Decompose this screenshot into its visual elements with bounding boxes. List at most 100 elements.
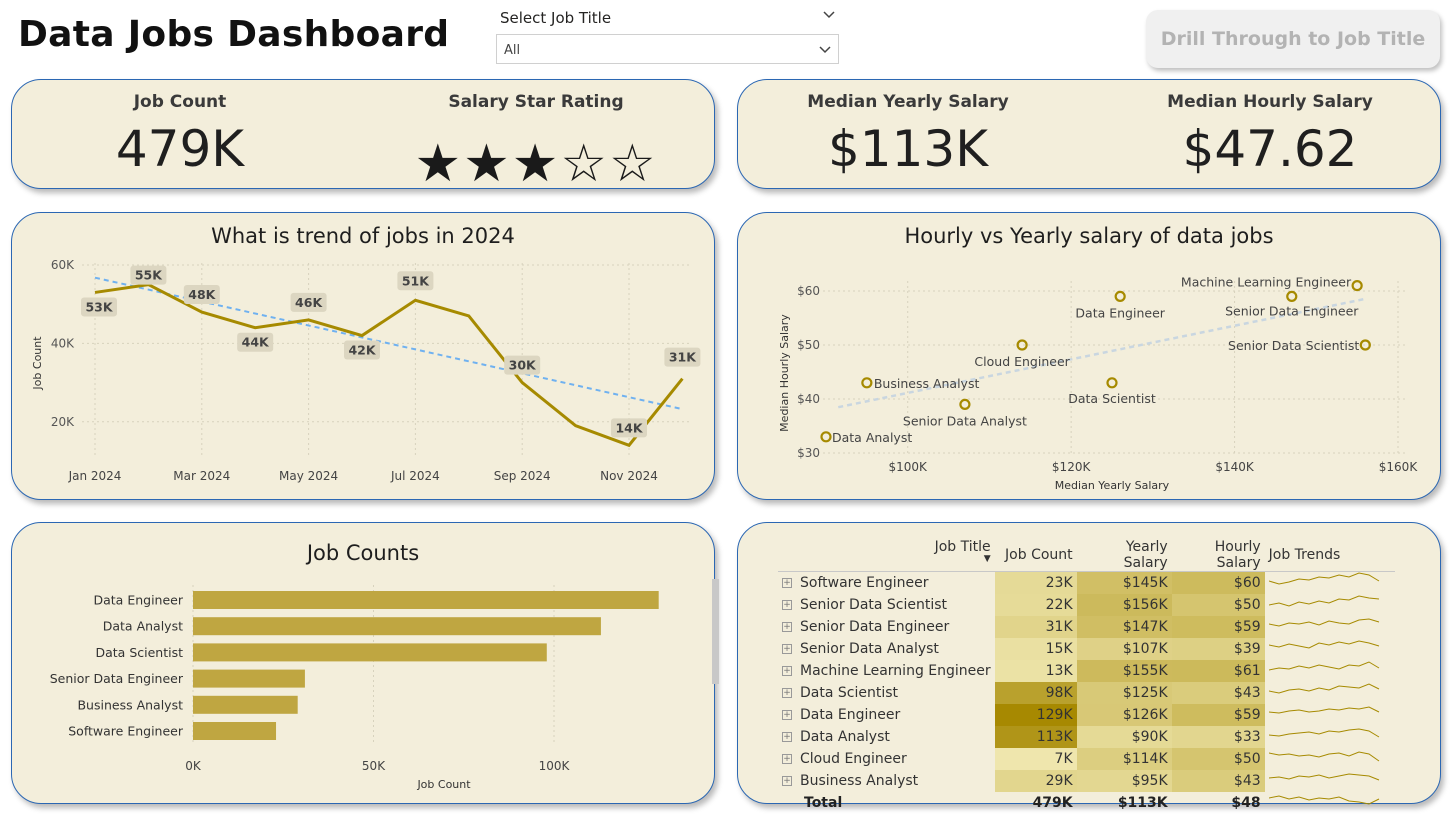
table-row[interactable]: + Business Analyst 29K $95K $43 [778,770,1395,792]
data-label: 31K [669,350,697,365]
median-yearly-salary-label: Median Yearly Salary [807,92,1009,112]
job-title-cell[interactable]: + Software Engineer [778,572,995,595]
star-filled-icon: ★ [414,134,464,194]
expand-icon[interactable]: + [782,776,792,786]
col-header-job-count[interactable]: Job Count [994,539,1077,572]
scrollbar[interactable] [712,579,719,684]
bar [193,617,601,636]
job-title-text: Senior Data Analyst [800,641,939,657]
data-label-bg [81,297,117,317]
category-label: Business Analyst [77,697,183,712]
expand-icon[interactable]: + [782,688,792,698]
table-row[interactable]: + Data Scientist 98K $125K $43 [778,682,1395,704]
category-label: Software Engineer [68,724,184,739]
drill-through-button[interactable]: Drill Through to Job Title [1146,10,1440,68]
data-label: 55K [135,268,163,283]
total-sparkline-cell [1265,792,1395,814]
y-tick-label: $50 [797,338,820,352]
table-row[interactable]: + Senior Data Engineer 31K $147K $59 [778,616,1395,638]
expand-icon[interactable]: + [782,666,792,676]
hourly-salary-cell: $59 [1171,704,1265,726]
job-title-cell[interactable]: + Data Analyst [778,726,995,748]
salary-scatter-title: Hourly vs Yearly salary of data jobs [904,224,1274,248]
expand-icon[interactable]: + [782,644,792,654]
data-label-bg [504,355,541,375]
scatter-point [1351,279,1363,292]
job-title-cell[interactable]: + Senior Data Analyst [778,638,995,660]
job-counts-bar-chart[interactable]: 0K 50K 100K Job Count Data Engineer Data Anal… [12,523,716,805]
table-row[interactable]: + Senior Data Analyst 15K $107K $39 [778,638,1395,660]
job-title-cell[interactable]: + Senior Data Engineer [778,616,995,638]
y-axis-label: Job Count [31,336,44,391]
data-label: 51K [402,273,430,288]
table-row[interactable]: + Data Analyst 113K $90K $33 [778,726,1395,748]
yearly-salary-cell: $147K [1076,616,1172,638]
salary-scatter-chart[interactable]: $60 $50 $40 $30 $100K $120K $140K $160K Median Y… [738,213,1442,501]
point-label: Senior Data Analyst [903,413,1027,428]
job-title-cell[interactable]: + Senior Data Scientist [778,594,995,616]
yearly-salary-cell: $95K [1076,770,1172,792]
job-title-cell[interactable]: + Business Analyst [778,770,995,792]
job-title-text: Data Scientist [800,685,898,701]
expand-icon[interactable]: + [782,600,792,610]
yearly-salary-cell: $90K [1076,726,1172,748]
category-label: Senior Data Engineer [50,671,184,686]
scatter-point [1359,339,1371,351]
job-trend-sparkline [1268,640,1379,649]
job-title-cell[interactable]: + Cloud Engineer [778,748,995,770]
data-label-bg [237,332,274,352]
x-axis-label: Median Yearly Salary [1055,479,1170,492]
table-row[interactable]: + Cloud Engineer 7K $114K $50 [778,748,1395,770]
job-title-cell[interactable]: + Machine Learning Engineer [778,660,995,682]
scatter-point [959,398,971,410]
x-tick-label: 50K [362,759,386,773]
expand-icon[interactable]: + [782,622,792,632]
expand-icon[interactable]: + [782,578,792,588]
x-tick-label: Jan 2024 [68,469,122,483]
job-count-cell: 98K [994,682,1077,704]
table-row[interactable]: + Senior Data Scientist 22K $156K $50 [778,594,1395,616]
expand-icon[interactable]: + [782,732,792,742]
table-row[interactable]: + Software Engineer 23K $145K $60 [778,571,1395,595]
x-tick-label: Nov 2024 [600,469,658,483]
job-title-cell[interactable]: + Data Engineer [778,704,995,726]
job-title-text: Software Engineer [800,575,929,591]
scatter-point [820,431,832,443]
expand-icon[interactable]: + [782,754,792,764]
job-title-text: Business Analyst [800,773,919,789]
hourly-salary-cell: $39 [1171,638,1265,660]
yearly-salary-cell: $155K [1076,660,1172,682]
job-trend-line-chart[interactable]: 60K 40K 20K Jan 2024 Mar 2024 May 2024 Jul 202… [12,213,716,501]
salary-scatter-card: Hourly vs Yearly salary of data jobs $60… [737,212,1441,500]
x-tick-label: Sep 2024 [494,469,551,483]
point-label: Machine Learning Engineer [1181,275,1352,290]
point-label: Business Analyst [874,376,980,391]
table-row[interactable]: + Machine Learning Engineer 13K $155K $61 [778,660,1395,682]
job-trend-sparkline-cell [1265,660,1395,682]
col-header-yearly-salary[interactable]: Yearly Salary [1076,539,1172,572]
table-row[interactable]: + Data Engineer 129K $126K $59 [778,704,1395,726]
job-title-text: Data Engineer [800,707,901,723]
point-label: Senior Data Engineer [1225,303,1359,318]
col-header-job-trends[interactable]: Job Trends [1264,539,1395,572]
x-tick-label: Jul 2024 [390,469,440,483]
data-label: 14K [615,420,643,435]
col-header-hourly-salary[interactable]: Hourly Salary [1171,539,1265,572]
median-hourly-salary-label: Median Hourly Salary [1167,92,1373,112]
point-label: Data Engineer [1075,305,1165,320]
job-count-cell: 7K [994,748,1077,770]
col-header-job-title[interactable]: Job Title ▼ [778,539,995,572]
job-title-cell[interactable]: + Data Scientist [778,682,995,704]
job-trend-sparkline [1268,795,1379,805]
job-trend-sparkline [1268,751,1379,762]
point-label: Data Analyst [832,430,912,445]
job-trend-sparkline-cell [1265,704,1395,726]
x-axis-label: Job Count [416,778,471,791]
expand-icon[interactable]: + [782,710,792,720]
x-tick-label: 0K [185,759,202,773]
job-count-cell: 31K [994,616,1077,638]
total-job-count: 479K [1032,795,1073,811]
job-title-slicer-dropdown[interactable]: All [496,34,839,64]
chevron-down-icon[interactable] [820,6,838,24]
y-axis-label: Median Hourly Salary [778,314,791,432]
